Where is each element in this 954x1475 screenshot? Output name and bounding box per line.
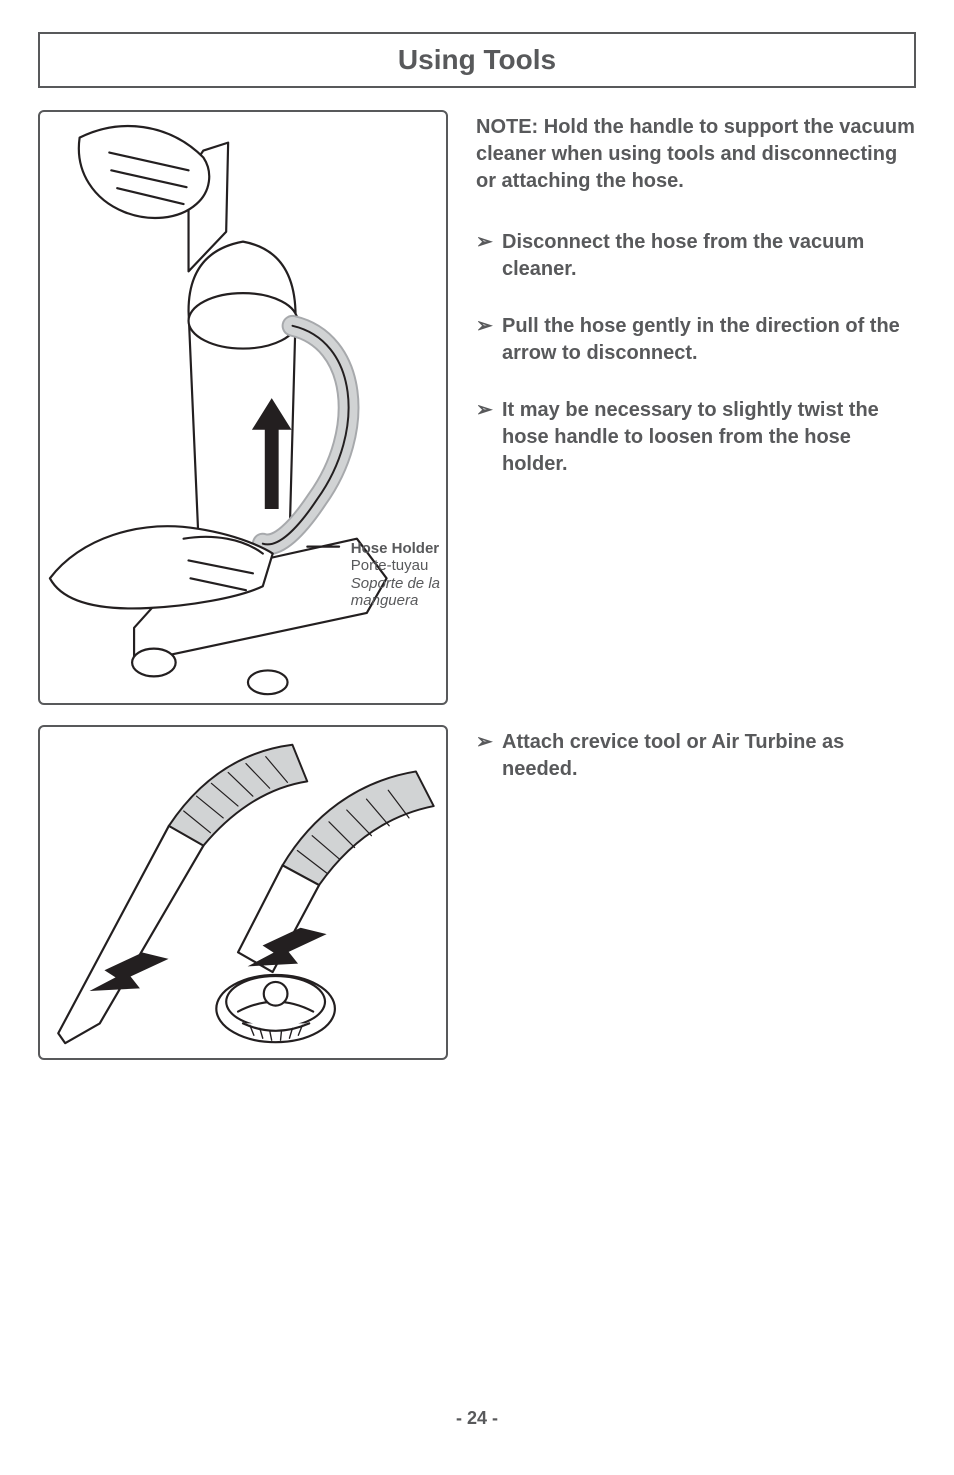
- hose-holder-label: Hose Holder Porte-tuyau Soporte de la ma…: [351, 540, 440, 609]
- vacuum-illustration: [40, 112, 446, 703]
- bullet-item: ➢ Pull the hose gently in the direction …: [476, 313, 916, 367]
- row-1: Hose Holder Porte-tuyau Soporte de la ma…: [38, 110, 916, 705]
- bullet-item: ➢ Disconnect the hose from the vacuum cl…: [476, 229, 916, 283]
- hose-holder-label-es-1: Soporte de la: [351, 575, 440, 592]
- row-2: ➢ Attach crevice tool or Air Turbine as …: [38, 725, 916, 1060]
- bullet-arrow-icon: ➢: [476, 313, 502, 367]
- hose-holder-label-en: Hose Holder: [351, 540, 440, 557]
- bullet-text: Pull the hose gently in the direction of…: [502, 313, 916, 367]
- bullet-arrow-icon: ➢: [476, 229, 502, 283]
- tools-illustration: [40, 727, 446, 1058]
- bullet-item: ➢ It may be necessary to slightly twist …: [476, 397, 916, 478]
- bullet-arrow-icon: ➢: [476, 397, 502, 478]
- bullet-text: Disconnect the hose from the vacuum clea…: [502, 229, 916, 283]
- figure-attach-tools: [38, 725, 448, 1060]
- bullet-arrow-icon: ➢: [476, 729, 502, 783]
- page-number: - 24 -: [0, 1408, 954, 1429]
- hose-holder-label-es-2: manguera: [351, 592, 440, 609]
- hose-holder-label-fr: Porte-tuyau: [351, 557, 440, 574]
- bullet-item: ➢ Attach crevice tool or Air Turbine as …: [476, 729, 916, 783]
- note-text: NOTE: Hold the handle to support the vac…: [476, 114, 916, 195]
- figure-disconnect-hose: Hose Holder Porte-tuyau Soporte de la ma…: [38, 110, 448, 705]
- section-title: Using Tools: [40, 44, 914, 76]
- section-title-box: Using Tools: [38, 32, 916, 88]
- bullet-text: It may be necessary to slightly twist th…: [502, 397, 916, 478]
- instructions-bottom: ➢ Attach crevice tool or Air Turbine as …: [476, 725, 916, 1060]
- bullet-text: Attach crevice tool or Air Turbine as ne…: [502, 729, 916, 783]
- instructions-top: NOTE: Hold the handle to support the vac…: [476, 110, 916, 705]
